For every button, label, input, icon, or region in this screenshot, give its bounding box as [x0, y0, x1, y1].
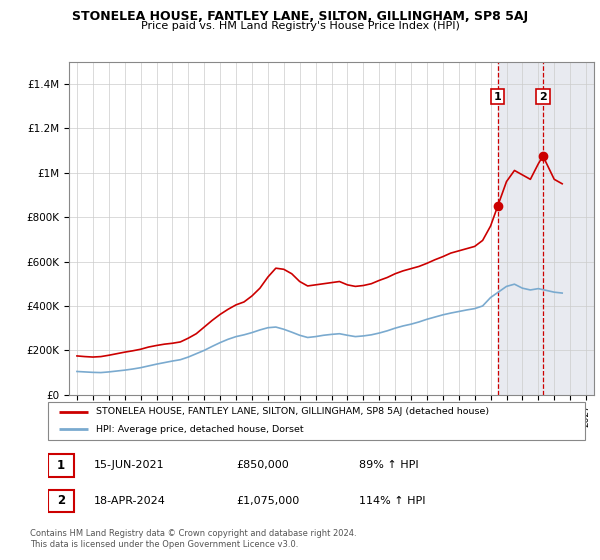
Text: £1,075,000: £1,075,000 [236, 496, 299, 506]
FancyBboxPatch shape [48, 454, 74, 477]
Text: STONELEA HOUSE, FANTLEY LANE, SILTON, GILLINGHAM, SP8 5AJ: STONELEA HOUSE, FANTLEY LANE, SILTON, GI… [72, 10, 528, 23]
Text: 2: 2 [539, 92, 547, 101]
Text: £850,000: £850,000 [236, 460, 289, 470]
Text: HPI: Average price, detached house, Dorset: HPI: Average price, detached house, Dors… [97, 425, 304, 434]
Text: Contains HM Land Registry data © Crown copyright and database right 2024.
This d: Contains HM Land Registry data © Crown c… [30, 529, 356, 549]
FancyBboxPatch shape [48, 489, 74, 512]
FancyBboxPatch shape [48, 402, 585, 440]
Text: 1: 1 [57, 459, 65, 472]
Text: 2: 2 [57, 494, 65, 507]
Text: 1: 1 [494, 92, 502, 101]
Text: Price paid vs. HM Land Registry's House Price Index (HPI): Price paid vs. HM Land Registry's House … [140, 21, 460, 31]
Bar [498, 62, 594, 395]
Text: 15-JUN-2021: 15-JUN-2021 [94, 460, 164, 470]
Text: 18-APR-2024: 18-APR-2024 [94, 496, 166, 506]
Text: 114% ↑ HPI: 114% ↑ HPI [359, 496, 426, 506]
Text: 89% ↑ HPI: 89% ↑ HPI [359, 460, 419, 470]
Bar [498, 62, 594, 395]
Text: STONELEA HOUSE, FANTLEY LANE, SILTON, GILLINGHAM, SP8 5AJ (detached house): STONELEA HOUSE, FANTLEY LANE, SILTON, GI… [97, 407, 490, 416]
